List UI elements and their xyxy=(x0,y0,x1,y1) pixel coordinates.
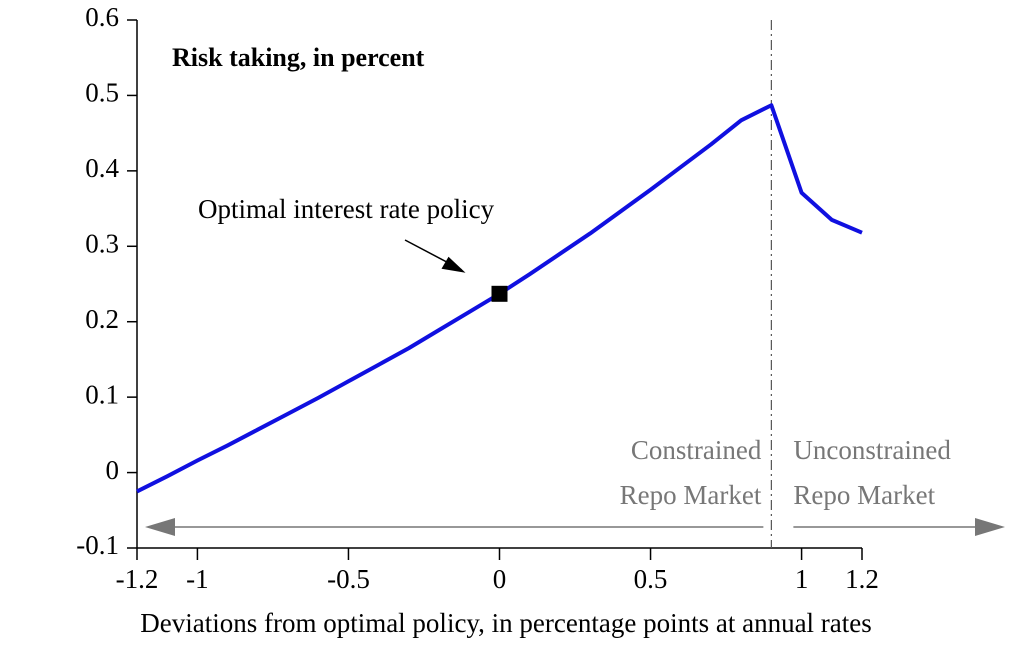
arrowhead xyxy=(441,256,466,273)
x-tick-label: 1.2 xyxy=(845,564,879,594)
x-tick-label: 0.5 xyxy=(634,564,668,594)
x-tick-label: 0 xyxy=(493,564,507,594)
x-axis-label: Deviations from optimal policy, in perce… xyxy=(140,608,872,638)
optimal-marker xyxy=(491,285,508,302)
annotation-text: Optimal interest rate policy xyxy=(198,194,495,224)
y-tick-label: 0.5 xyxy=(85,78,119,108)
arrowhead xyxy=(975,518,1005,536)
y-tick-label: 0.2 xyxy=(85,304,119,334)
y-tick-label: 0.4 xyxy=(85,153,119,183)
x-tick-label: -0.5 xyxy=(327,564,370,594)
chart-title: Risk taking, in percent xyxy=(172,43,425,72)
x-tick-label: 1 xyxy=(795,564,809,594)
y-tick-label: 0.3 xyxy=(85,228,119,258)
y-tick-label: 0.6 xyxy=(85,2,119,32)
y-tick-label: -0.1 xyxy=(76,530,119,560)
y-tick-label: 0.1 xyxy=(85,379,119,409)
x-tick-label: -1.2 xyxy=(116,564,159,594)
region-label: Unconstrained xyxy=(793,435,951,465)
x-tick-label: -1 xyxy=(186,564,209,594)
y-tick-label: 0 xyxy=(106,455,120,485)
region-label: Repo Market xyxy=(620,480,762,510)
arrowhead xyxy=(145,518,175,536)
region-label: Repo Market xyxy=(793,480,935,510)
region-label: Constrained xyxy=(631,435,762,465)
